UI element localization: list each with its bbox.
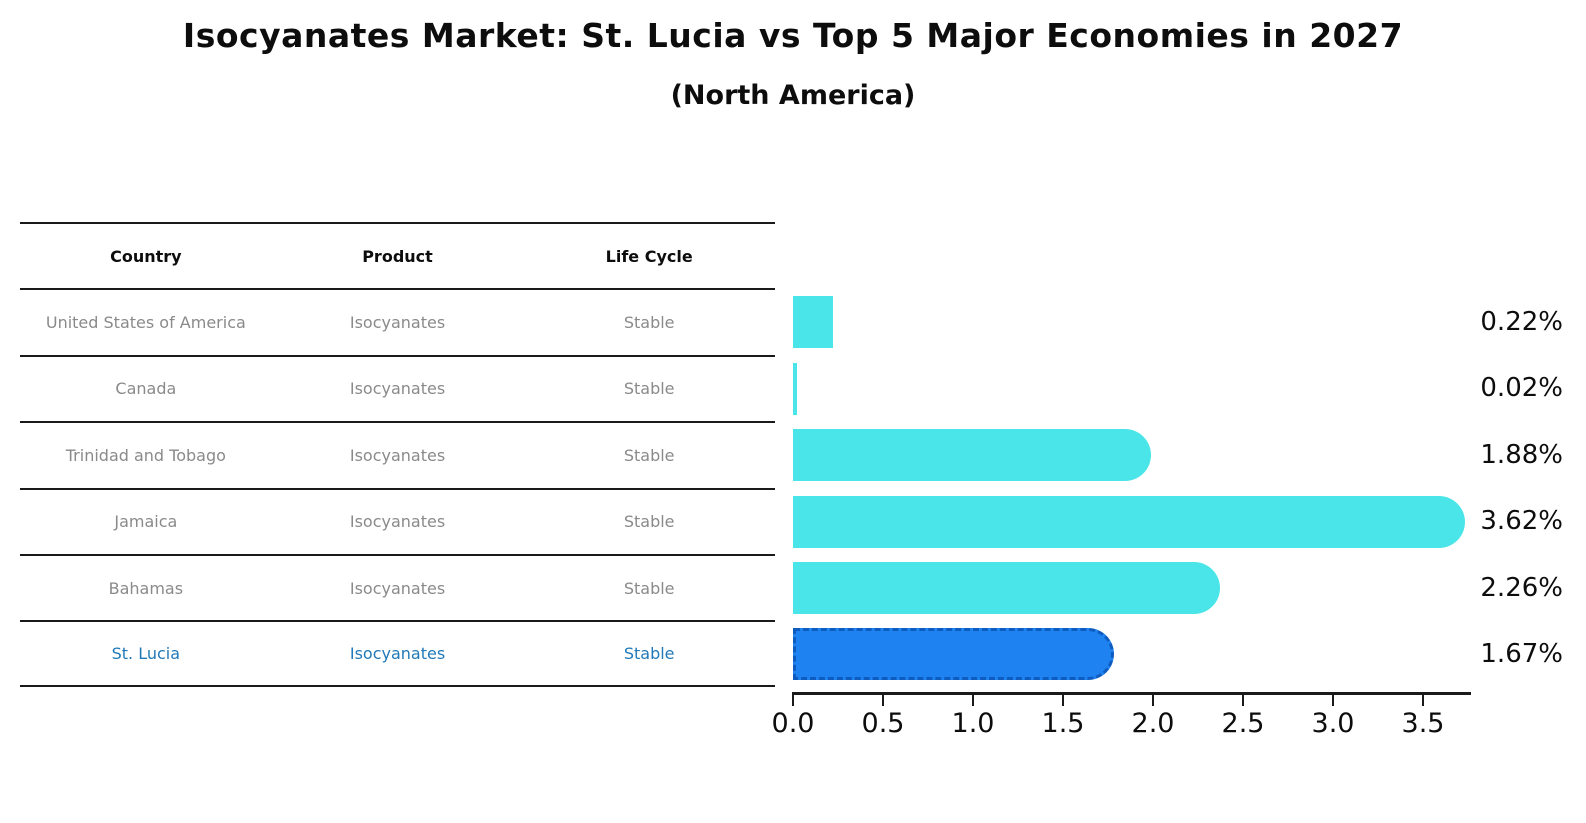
bar-st-lucia [793,628,1114,680]
bar-usa [793,296,833,348]
cell-country: Jamaica [114,512,178,532]
x-tick-label: 0.0 [771,708,815,739]
table-row-canada: Canada Isocyanates Stable [20,354,775,421]
value-label-jamaica: 3.62% [1480,506,1563,536]
table-row-jamaica: Jamaica Isocyanates Stable [20,487,775,554]
x-tick-label: 2.0 [1131,708,1175,739]
value-label-usa: 0.22% [1480,307,1563,337]
x-tick-mark [882,692,884,706]
comparison-table: Country Product Life Cycle United States… [20,222,775,687]
cell-product: Isocyanates [349,445,446,465]
x-tick-label: 3.5 [1401,708,1445,739]
table-header-row: Country Product Life Cycle [20,222,775,288]
cell-product: Isocyanates [349,313,446,333]
x-tick-label: 3.0 [1311,708,1355,739]
col-header-product: Product [362,246,433,266]
table-row-st-lucia: St. Lucia Isocyanates Stable [20,620,775,687]
x-tick-mark [1062,692,1064,706]
table-row-trinidad-and-tobago: Trinidad and Tobago Isocyanates Stable [20,421,775,487]
col-header-country: Country [110,246,182,266]
value-label-canada: 0.02% [1480,373,1563,403]
cell-country: St. Lucia [111,644,181,664]
value-label-trinidad-and-tobago: 1.88% [1480,440,1563,470]
bar-jamaica [793,496,1465,548]
cell-product: Isocyanates [349,578,446,598]
value-label-st-lucia: 1.67% [1480,639,1563,669]
x-tick-label: 1.0 [951,708,995,739]
cell-product: Isocyanates [349,644,446,664]
chart-title: Isocyanates Market: St. Lucia vs Top 5 M… [182,16,1404,55]
cell-product: Isocyanates [349,379,446,399]
chart-subtitle: (North America) [670,80,916,111]
cell-life-cycle: Stable [623,445,675,465]
cell-life-cycle: Stable [623,379,675,399]
table-row-bahamas: Bahamas Isocyanates Stable [20,553,775,620]
value-label-bahamas: 2.26% [1480,573,1563,603]
cell-life-cycle: Stable [623,644,675,664]
cell-life-cycle: Stable [623,578,675,598]
x-tick-label: 0.5 [861,708,905,739]
cell-product: Isocyanates [349,512,446,532]
x-tick-mark [1332,692,1334,706]
cell-country: Bahamas [108,578,184,598]
bar-trinidad-and-tobago [793,429,1152,481]
x-tick-label: 2.5 [1221,708,1265,739]
x-tick-mark [972,692,974,706]
cell-country: Trinidad and Tobago [65,445,226,465]
cell-life-cycle: Stable [623,313,675,333]
cell-country: Canada [115,379,177,399]
table-row-usa: United States of America Isocyanates Sta… [20,288,775,354]
x-tick-label: 1.5 [1041,708,1085,739]
col-header-life-cycle: Life Cycle [605,246,693,266]
bar-canada [793,363,797,415]
x-tick-mark [1422,692,1424,706]
x-tick-mark [1242,692,1244,706]
x-tick-mark [792,692,794,706]
cell-country: United States of America [45,313,246,333]
x-tick-mark [1152,692,1154,706]
x-axis-line [793,692,1471,695]
bar-bahamas [793,562,1220,614]
cell-life-cycle: Stable [623,512,675,532]
